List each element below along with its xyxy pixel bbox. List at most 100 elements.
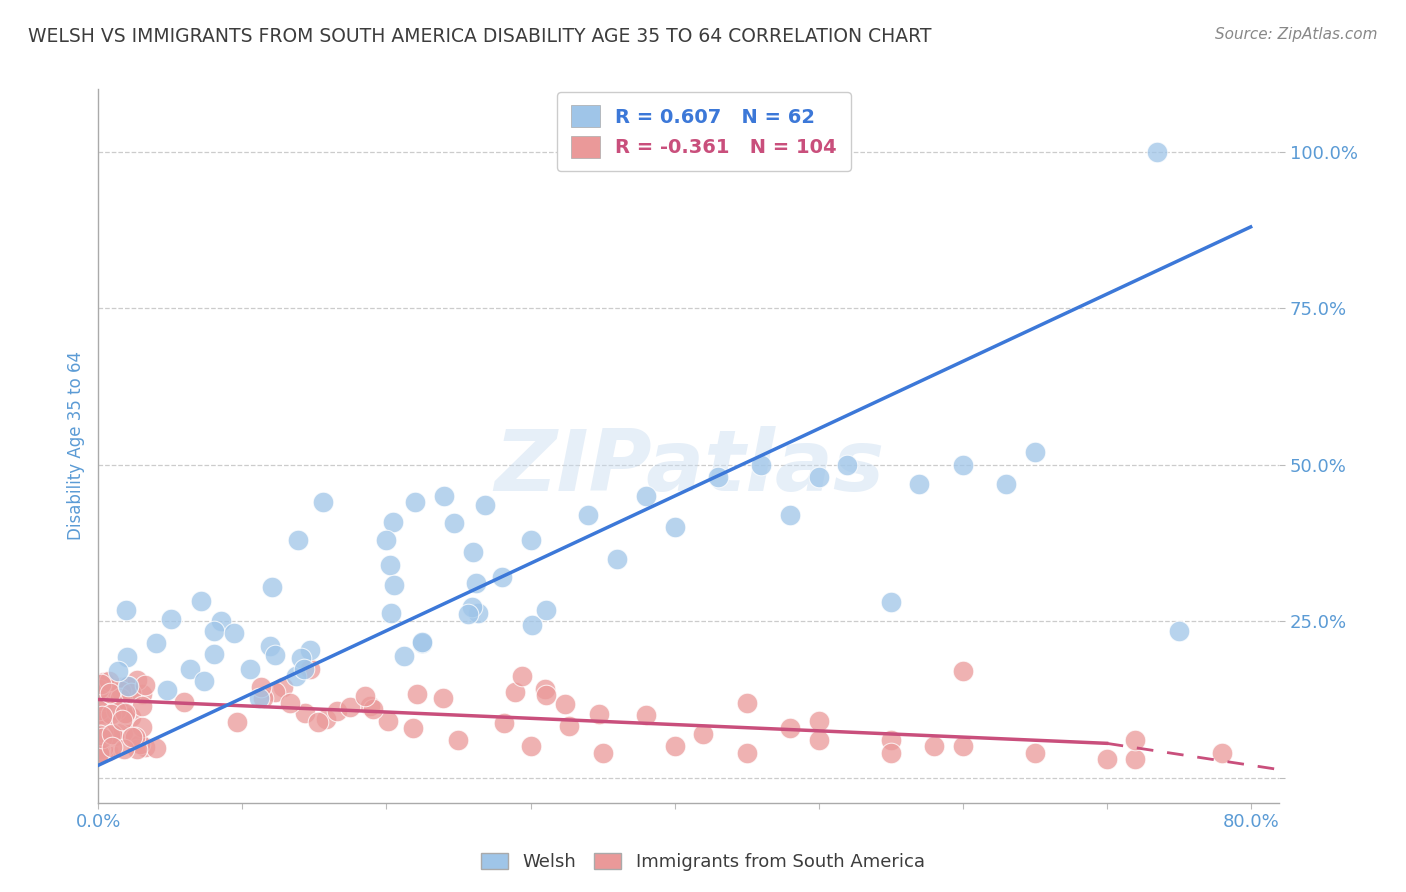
Point xyxy=(112,741,135,756)
Point xyxy=(554,698,576,712)
Point xyxy=(447,733,470,747)
Point xyxy=(952,458,974,472)
Point xyxy=(522,618,544,632)
Point xyxy=(117,649,139,664)
Point xyxy=(129,737,152,751)
Point xyxy=(1024,445,1046,459)
Point xyxy=(252,691,274,706)
Point xyxy=(432,690,454,705)
Point xyxy=(443,516,465,530)
Point xyxy=(202,624,225,639)
Point xyxy=(98,728,121,742)
Point xyxy=(190,594,212,608)
Point xyxy=(807,733,830,747)
Point xyxy=(264,685,287,699)
Point xyxy=(290,651,312,665)
Point xyxy=(120,709,142,723)
Point xyxy=(222,625,245,640)
Point xyxy=(503,685,526,699)
Point xyxy=(380,558,402,572)
Point xyxy=(89,718,111,732)
Point xyxy=(519,739,541,754)
Point xyxy=(112,724,135,739)
Point xyxy=(131,687,153,701)
Point xyxy=(606,551,628,566)
Point xyxy=(115,603,138,617)
Point xyxy=(89,728,111,742)
Point xyxy=(101,727,124,741)
Point xyxy=(89,746,111,760)
Point xyxy=(706,470,728,484)
Point xyxy=(382,578,405,592)
Point xyxy=(664,520,686,534)
Point xyxy=(89,742,111,756)
Point xyxy=(114,707,136,722)
Point xyxy=(634,489,657,503)
Point xyxy=(361,702,384,716)
Point xyxy=(402,722,425,736)
Point xyxy=(807,470,830,484)
Point xyxy=(381,515,404,529)
Point xyxy=(89,744,111,758)
Point xyxy=(100,740,122,755)
Point xyxy=(326,704,349,718)
Point xyxy=(339,700,361,714)
Point xyxy=(461,600,484,615)
Point xyxy=(433,489,456,503)
Point xyxy=(179,662,201,676)
Point xyxy=(91,745,114,759)
Point xyxy=(533,682,555,697)
Point xyxy=(519,533,541,547)
Point xyxy=(837,458,859,472)
Point xyxy=(120,686,142,700)
Point xyxy=(89,722,111,736)
Point xyxy=(110,684,132,698)
Point xyxy=(494,716,516,731)
Point xyxy=(952,739,974,754)
Point xyxy=(491,570,513,584)
Point xyxy=(156,682,179,697)
Point xyxy=(250,680,273,694)
Point xyxy=(299,662,322,676)
Point xyxy=(91,698,114,712)
Point xyxy=(807,714,830,729)
Point xyxy=(134,739,156,754)
Point xyxy=(749,458,772,472)
Point xyxy=(90,714,112,728)
Point xyxy=(735,696,758,710)
Point xyxy=(87,723,110,738)
Point xyxy=(307,714,329,729)
Point xyxy=(512,669,534,683)
Point xyxy=(692,727,714,741)
Point xyxy=(779,508,801,522)
Point xyxy=(411,636,433,650)
Point xyxy=(287,533,309,547)
Point xyxy=(576,508,599,522)
Text: Source: ZipAtlas.com: Source: ZipAtlas.com xyxy=(1215,27,1378,42)
Point xyxy=(457,607,479,622)
Point xyxy=(104,703,127,717)
Point xyxy=(91,741,114,756)
Point xyxy=(117,681,139,695)
Point xyxy=(173,695,195,709)
Point xyxy=(145,636,167,650)
Point xyxy=(474,499,496,513)
Point xyxy=(202,647,225,661)
Legend: R = 0.607   N = 62, R = -0.361   N = 104: R = 0.607 N = 62, R = -0.361 N = 104 xyxy=(557,92,851,171)
Point xyxy=(404,495,426,509)
Point xyxy=(392,649,415,664)
Point xyxy=(315,712,337,726)
Point xyxy=(380,606,402,620)
Point xyxy=(127,742,149,756)
Point xyxy=(536,603,558,617)
Point xyxy=(1125,752,1147,766)
Point xyxy=(464,576,486,591)
Point xyxy=(375,533,398,547)
Point xyxy=(193,673,215,688)
Point xyxy=(411,635,433,649)
Point xyxy=(1167,624,1189,638)
Point xyxy=(90,731,112,745)
Point xyxy=(994,476,1017,491)
Point xyxy=(260,580,283,594)
Point xyxy=(879,595,901,609)
